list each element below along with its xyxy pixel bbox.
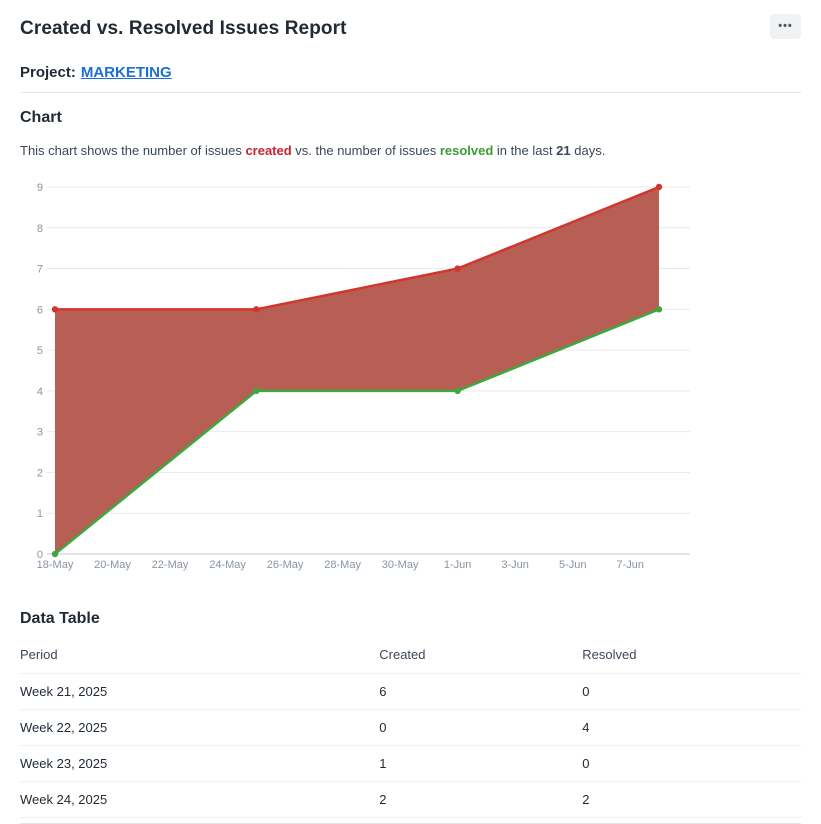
data-table-body: Week 21, 2025 6 0 Week 22, 2025 0 4 Week 23, 2… xyxy=(20,673,801,818)
svg-text:22-May: 22-May xyxy=(152,559,189,571)
table-cell: 0 xyxy=(379,709,583,746)
svg-text:7: 7 xyxy=(37,264,43,276)
chart-description: This chart shows the number of issues cr… xyxy=(20,143,801,158)
svg-text:5-Jun: 5-Jun xyxy=(559,559,587,571)
table-cell: 1 xyxy=(379,745,583,782)
ellipsis-icon: ••• xyxy=(778,20,793,32)
table-header-row: Period Created Resolved xyxy=(20,636,801,674)
project-link[interactable]: MARKETING xyxy=(80,64,172,81)
table-cell: Week 21, 2025 xyxy=(20,673,380,710)
svg-text:3: 3 xyxy=(37,427,43,439)
desc-text-3: in the last xyxy=(493,143,557,158)
svg-text:26-May: 26-May xyxy=(267,559,304,571)
issues-area-chart: 0 1 2 3 4 5 6 7 8 9 18-May 20-May 22-May 24-May 26-May… xyxy=(37,182,690,571)
table-column-header: Created xyxy=(379,636,583,674)
desc-text-2: vs. the number of issues xyxy=(291,143,440,158)
project-line: Project: MARKETING xyxy=(20,64,801,93)
table-row: Week 21, 2025 6 0 xyxy=(20,673,801,710)
report-header: Created vs. Resolved Issues Report ••• xyxy=(20,14,801,40)
svg-text:1: 1 xyxy=(37,508,43,520)
table-row: Week 24, 2025 2 2 xyxy=(20,781,801,818)
table-cell: 0 xyxy=(582,745,801,782)
project-label: Project: xyxy=(20,64,76,81)
chart-section-heading: Chart xyxy=(20,109,62,126)
svg-text:2: 2 xyxy=(37,467,43,479)
svg-text:1-Jun: 1-Jun xyxy=(444,559,472,571)
table-cell: 4 xyxy=(582,709,801,746)
svg-text:6: 6 xyxy=(37,304,43,316)
table-cell: Week 24, 2025 xyxy=(20,781,380,818)
svg-text:0: 0 xyxy=(37,549,43,561)
table-section-heading: Data Table xyxy=(20,610,100,627)
svg-text:28-May: 28-May xyxy=(324,559,361,571)
table-cell: Week 22, 2025 xyxy=(20,709,380,746)
svg-text:18-May: 18-May xyxy=(37,559,74,571)
desc-text-1: This chart shows the number of issues xyxy=(20,143,246,158)
table-column-header: Period xyxy=(20,636,380,674)
more-options-button[interactable]: ••• xyxy=(770,14,801,39)
svg-text:4: 4 xyxy=(37,386,43,398)
table-cell: Week 23, 2025 xyxy=(20,745,380,782)
chart-container: 0 1 2 3 4 5 6 7 8 9 18-May 20-May 22-May 24-May 26-May… xyxy=(20,174,801,584)
days-count: 21 xyxy=(556,143,571,158)
table-column-header: Resolved xyxy=(582,636,801,674)
svg-text:30-May: 30-May xyxy=(382,559,419,571)
created-word: created xyxy=(245,143,292,158)
svg-text:5: 5 xyxy=(37,345,43,357)
table-cell: 2 xyxy=(379,781,583,818)
table-cell: 6 xyxy=(379,673,583,710)
table-row: Week 22, 2025 0 4 xyxy=(20,709,801,746)
data-table: Period Created Resolved Week 21, 2025 6 0 Wee… xyxy=(20,636,801,818)
table-cell: 2 xyxy=(582,781,801,818)
svg-text:7-Jun: 7-Jun xyxy=(616,559,644,571)
svg-text:3-Jun: 3-Jun xyxy=(501,559,529,571)
page-title: Created vs. Resolved Issues Report xyxy=(20,18,347,39)
svg-text:8: 8 xyxy=(37,223,43,235)
svg-text:24-May: 24-May xyxy=(209,559,246,571)
table-row: Week 23, 2025 1 0 xyxy=(20,745,801,782)
svg-text:20-May: 20-May xyxy=(94,559,131,571)
table-cell: 0 xyxy=(582,673,801,710)
svg-text:9: 9 xyxy=(37,182,43,194)
resolved-word: resolved xyxy=(439,143,494,158)
desc-text-4: days. xyxy=(570,143,606,158)
